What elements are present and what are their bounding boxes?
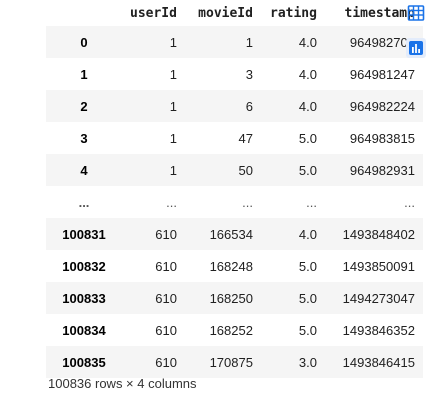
row-index: 100833 [62, 290, 106, 306]
dataframe-shape: 100836 rows × 4 columns [48, 376, 197, 391]
cell-rating: 5.0 [298, 162, 317, 178]
cell-timestamp: 964982931 [349, 162, 415, 178]
cell-userId: 610 [155, 322, 177, 338]
cell-userId: 1 [169, 66, 177, 82]
cell-movieId: 3 [245, 66, 253, 82]
index-header [46, 0, 122, 26]
bar-chart-icon [409, 41, 423, 55]
table-row: 100831 610 166534 4.0 1493848402 [46, 218, 423, 250]
cell-rating: 5.0 [298, 258, 317, 274]
row-index: 100834 [62, 322, 106, 338]
cell-movieId: 47 [238, 130, 253, 146]
cell-rating: 3.0 [298, 354, 317, 370]
cell-timestamp: 964983815 [349, 130, 415, 146]
cell-userId: 610 [155, 226, 177, 242]
cell-rating: ... [306, 194, 317, 210]
column-header: userId [130, 5, 177, 21]
row-index: 100835 [62, 354, 106, 370]
cell-timestamp: ... [404, 194, 415, 210]
row-index: ... [78, 194, 90, 210]
cell-timestamp: 1494273047 [342, 290, 415, 306]
cell-timestamp: 1493846415 [342, 354, 415, 370]
cell-rating: 5.0 [298, 290, 317, 306]
table-row: 1 1 3 4.0 964981247 [46, 58, 423, 90]
cell-timestamp: 964981247 [349, 66, 415, 82]
cell-movieId: 170875 [209, 354, 253, 370]
column-header: timestamp [344, 5, 415, 21]
table-row: 100833 610 168250 5.0 1494273047 [46, 282, 423, 314]
cell-userId: 610 [155, 354, 177, 370]
cell-rating: 5.0 [298, 130, 317, 146]
cell-userId: 610 [155, 258, 177, 274]
cell-userId: 1 [169, 130, 177, 146]
convert-to-table-button[interactable] [406, 3, 426, 23]
cell-userId: 610 [155, 290, 177, 306]
row-index: 3 [80, 130, 88, 146]
column-header: movieId [198, 5, 253, 21]
cell-movieId: 168252 [209, 322, 253, 338]
cell-movieId: 166534 [209, 226, 253, 242]
dataframe-table: userId movieId rating timestamp 0 1 1 4.… [46, 0, 423, 378]
table-icon [407, 5, 425, 21]
table-row: 100832 610 168248 5.0 1493850091 [46, 250, 423, 282]
cell-rating: 4.0 [298, 98, 317, 114]
cell-movieId: 168248 [209, 258, 253, 274]
cell-movieId: 50 [238, 162, 253, 178]
cell-timestamp: 1493846352 [342, 322, 415, 338]
cell-rating: 4.0 [298, 34, 317, 50]
cell-movieId: 1 [245, 34, 253, 50]
cell-userId: 1 [169, 162, 177, 178]
cell-timestamp: 964982224 [349, 98, 415, 114]
cell-movieId: 168250 [209, 290, 253, 306]
table-row: 100835 610 170875 3.0 1493846415 [46, 346, 423, 378]
cell-timestamp: 1493850091 [342, 258, 415, 274]
table-row: 2 1 6 4.0 964982224 [46, 90, 423, 122]
cell-timestamp: 964982703 [349, 34, 415, 50]
cell-userId: 1 [169, 34, 177, 50]
table-row: 3 1 47 5.0 964983815 [46, 122, 423, 154]
cell-rating: 5.0 [298, 322, 317, 338]
row-index: 0 [80, 34, 88, 50]
cell-movieId: ... [242, 194, 253, 210]
dataframe-output: userId movieId rating timestamp 0 1 1 4.… [46, 0, 423, 378]
cell-userId: 1 [169, 98, 177, 114]
row-index: 100832 [62, 258, 106, 274]
row-index: 1 [80, 66, 88, 82]
row-index: 2 [80, 98, 88, 114]
column-header: rating [270, 5, 317, 21]
table-row: 4 1 50 5.0 964982931 [46, 154, 423, 186]
table-row: 0 1 1 4.0 964982703 [46, 26, 423, 58]
cell-userId: ... [166, 194, 177, 210]
row-index: 100831 [62, 226, 106, 242]
suggest-charts-button[interactable] [406, 38, 426, 58]
ellipsis-row: ... ... ... ... ... [46, 186, 423, 218]
header-row: userId movieId rating timestamp [46, 0, 423, 26]
cell-movieId: 6 [245, 98, 253, 114]
table-row: 100834 610 168252 5.0 1493846352 [46, 314, 423, 346]
cell-timestamp: 1493848402 [342, 226, 415, 242]
row-index: 4 [80, 162, 88, 178]
cell-rating: 4.0 [298, 66, 317, 82]
cell-rating: 4.0 [298, 226, 317, 242]
